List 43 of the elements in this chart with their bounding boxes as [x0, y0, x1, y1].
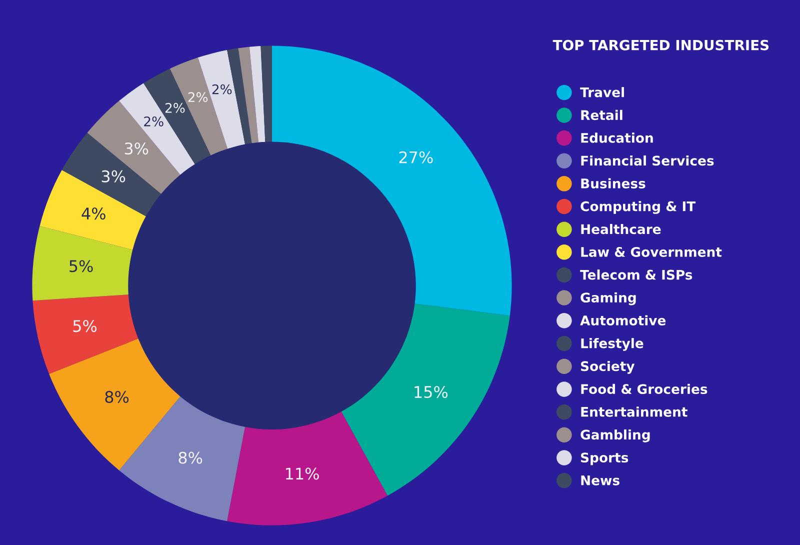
legend-label: Society [580, 360, 635, 374]
legend-label: Business [581, 178, 646, 188]
data-label: 15% [414, 386, 448, 398]
data-label: 5% [73, 320, 97, 332]
data-label: 27% [399, 151, 433, 164]
legend-label: Lifestyle [581, 338, 644, 351]
legend-label: Food & Groceries [581, 384, 708, 394]
donut-slice [49, 338, 180, 470]
data-label: 3% [124, 142, 148, 155]
data-label: 11% [286, 468, 319, 480]
donut-slice [40, 170, 146, 250]
legend-label: Retail [581, 110, 622, 120]
legend-label: Sports [580, 452, 628, 466]
legend-label: Automotive [580, 315, 666, 326]
data-label: 2% [188, 92, 208, 102]
data-label: 2% [165, 102, 185, 113]
data-label: 8% [105, 390, 129, 403]
data-label: 8% [178, 452, 202, 464]
donut-slice [260, 46, 272, 142]
legend-label: Telecom & ISPs [580, 270, 692, 280]
data-label: 2% [212, 84, 232, 94]
data-label: 3% [102, 170, 126, 182]
legend-label: Entertainment [581, 406, 688, 417]
legend-label: Education [581, 132, 653, 143]
legend-label: Computing & IT [580, 201, 696, 214]
donut-slice [32, 294, 138, 374]
legend-label: Travel [580, 87, 624, 98]
donut-slice [32, 226, 133, 301]
legend-title: TOP TARGETED INDUSTRIES [552, 40, 769, 50]
donut-slice [249, 46, 266, 142]
legend-label: News [581, 476, 620, 486]
legend-label: Financial Services [581, 155, 714, 166]
donut-slice [238, 46, 258, 144]
data-label: 2% [144, 116, 164, 126]
donut-slice [227, 412, 388, 526]
data-label: 5% [70, 260, 93, 272]
legend-label: Healthcare [581, 224, 661, 234]
donut-slice [341, 304, 510, 496]
data-label: 4% [82, 208, 106, 220]
legend-label: Law & Government [581, 246, 722, 257]
donut-slice [272, 46, 512, 316]
legend-label: Gaming [580, 292, 636, 306]
legend-label: Gambling [580, 429, 650, 442]
